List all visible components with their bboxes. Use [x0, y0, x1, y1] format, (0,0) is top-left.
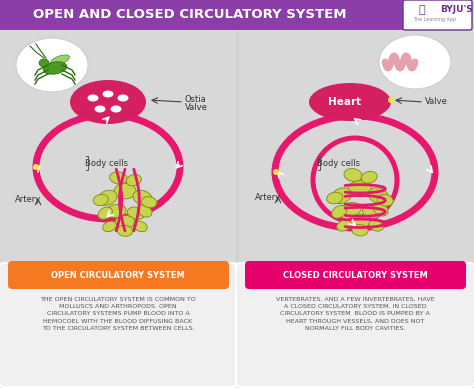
Ellipse shape: [115, 215, 135, 229]
Text: OPEN CIRCULATORY SYSTEM: OPEN CIRCULATORY SYSTEM: [51, 270, 185, 279]
Ellipse shape: [368, 188, 389, 204]
Text: Ostia: Ostia: [185, 95, 207, 104]
Text: BYJU'S: BYJU'S: [440, 5, 473, 14]
Ellipse shape: [282, 123, 428, 221]
Ellipse shape: [348, 181, 372, 197]
Ellipse shape: [309, 83, 391, 121]
Ellipse shape: [126, 175, 141, 186]
Ellipse shape: [43, 62, 67, 74]
Ellipse shape: [110, 106, 121, 113]
Ellipse shape: [118, 95, 128, 102]
Ellipse shape: [373, 203, 388, 216]
Ellipse shape: [70, 80, 146, 124]
FancyBboxPatch shape: [0, 0, 390, 30]
Text: Body cells: Body cells: [317, 159, 360, 168]
Text: CLOSED CIRCULATORY SYSTEM: CLOSED CIRCULATORY SYSTEM: [283, 270, 428, 279]
Ellipse shape: [114, 184, 136, 199]
Ellipse shape: [279, 120, 431, 225]
Text: Valve: Valve: [425, 97, 448, 106]
Ellipse shape: [310, 135, 400, 225]
Ellipse shape: [379, 35, 451, 89]
Ellipse shape: [331, 188, 352, 204]
Ellipse shape: [350, 214, 370, 228]
Ellipse shape: [327, 192, 343, 204]
Text: OPEN AND CLOSED CIRCULATORY SYSTEM: OPEN AND CLOSED CIRCULATORY SYSTEM: [33, 9, 347, 21]
Ellipse shape: [117, 225, 133, 236]
FancyBboxPatch shape: [8, 261, 229, 289]
Ellipse shape: [43, 122, 173, 212]
Ellipse shape: [344, 168, 362, 182]
Ellipse shape: [94, 106, 106, 113]
Text: Artery: Artery: [15, 196, 41, 204]
Text: Heart: Heart: [328, 97, 362, 107]
Ellipse shape: [337, 220, 351, 231]
FancyBboxPatch shape: [403, 0, 472, 30]
FancyBboxPatch shape: [0, 263, 238, 387]
Text: Valve: Valve: [185, 104, 208, 113]
Ellipse shape: [51, 55, 70, 65]
Ellipse shape: [39, 118, 176, 215]
Circle shape: [273, 169, 279, 175]
Ellipse shape: [352, 224, 368, 236]
Text: The Learning App: The Learning App: [413, 17, 456, 21]
Text: Ⓑ: Ⓑ: [419, 5, 425, 15]
Text: Artery: Artery: [255, 194, 281, 203]
Ellipse shape: [369, 220, 383, 231]
Ellipse shape: [103, 221, 117, 232]
Circle shape: [33, 164, 39, 170]
Ellipse shape: [363, 205, 381, 218]
Ellipse shape: [128, 207, 145, 220]
FancyBboxPatch shape: [360, 0, 415, 30]
Ellipse shape: [142, 197, 157, 208]
FancyBboxPatch shape: [245, 261, 466, 289]
Ellipse shape: [16, 38, 88, 92]
Text: VERTEBRATES, AND A FEW INVERTEBRATES, HAVE
A CLOSED CIRCULATORY SYSTEM. IN CLOSE: VERTEBRATES, AND A FEW INVERTEBRATES, HA…: [275, 297, 434, 331]
Ellipse shape: [318, 143, 392, 217]
Ellipse shape: [98, 207, 112, 219]
Ellipse shape: [39, 59, 49, 67]
Ellipse shape: [93, 194, 109, 206]
Ellipse shape: [340, 203, 361, 217]
Ellipse shape: [133, 190, 152, 205]
Ellipse shape: [109, 172, 127, 184]
Ellipse shape: [98, 190, 117, 205]
Ellipse shape: [106, 204, 126, 218]
FancyBboxPatch shape: [236, 263, 474, 387]
Ellipse shape: [33, 111, 183, 222]
Ellipse shape: [377, 194, 393, 206]
Ellipse shape: [332, 205, 347, 218]
Circle shape: [388, 97, 394, 103]
Ellipse shape: [361, 171, 377, 183]
Ellipse shape: [102, 90, 113, 97]
Ellipse shape: [272, 113, 438, 232]
Ellipse shape: [316, 140, 394, 220]
Ellipse shape: [137, 205, 152, 217]
Text: Body cells: Body cells: [85, 159, 128, 168]
Ellipse shape: [134, 221, 147, 232]
Ellipse shape: [88, 95, 99, 102]
Text: THE OPEN CIRCULATORY SYSTEM IS COMMON TO
MOLLUSCS AND ARTHROPODS. OPEN
CIRCULATO: THE OPEN CIRCULATORY SYSTEM IS COMMON TO…: [40, 297, 196, 331]
